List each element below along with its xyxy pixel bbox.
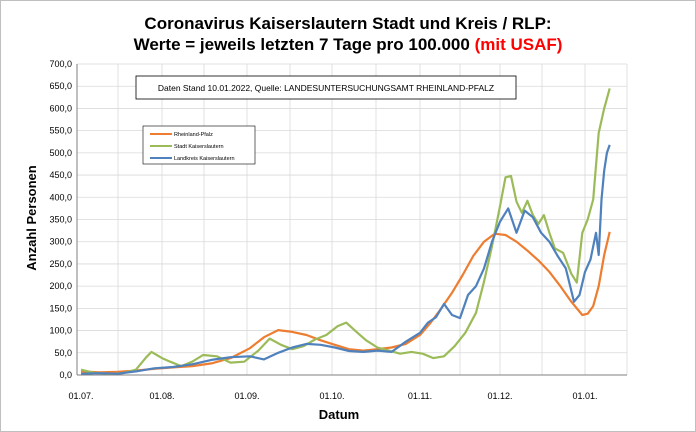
x-tick-label: 01.11. [408, 391, 432, 401]
y-tick-label: 50,0 [54, 348, 72, 358]
y-tick-label: 0,0 [59, 370, 72, 380]
y-tick-label: 150,0 [49, 303, 72, 313]
x-tick-label: 01.01. [572, 391, 597, 401]
y-tick-label: 400,0 [49, 192, 72, 202]
y-tick-labels: 0,0 50,0 100,0 150,0 200,0 250,0 300,0 350,0 400… [49, 59, 72, 380]
y-tick-label: 500,0 [49, 148, 72, 158]
legend: Rheinland-Pfalz Stadt Kaiserslautern Landk… [150, 132, 235, 162]
series-line-3 [80, 144, 611, 375]
annotation-box [135, 75, 517, 100]
x-tick-label: 01.09. [234, 391, 259, 401]
legend-label: Landkreis Kaiserslautern [174, 156, 235, 162]
y-tick-label: 450,0 [49, 170, 72, 180]
y-tick-label: 300,0 [49, 237, 72, 247]
series-line-2 [80, 88, 611, 375]
y-tick-label: 650,0 [49, 81, 72, 91]
y-tick-label: 350,0 [49, 215, 72, 225]
x-tick-label: 01.10. [319, 391, 344, 401]
x-tick-label: 01.08. [149, 391, 174, 401]
chart-title-line2: Werte = jeweils letzten 7 Tage pro 100.0… [0, 35, 696, 55]
x-tick-labels: 01.07. 01.08. 01.09. 01.10. 01.11. 01.12. 01.0… [68, 391, 597, 401]
annotation-text: Daten Stand 10.01.2022, Quelle: LANDESUN… [158, 83, 494, 93]
chart-title-line1: Coronavirus Kaiserslautern Stadt und Kre… [144, 14, 552, 33]
series-lines [80, 88, 611, 375]
legend-label: Stadt Kaiserslautern [174, 144, 224, 150]
chart-title-highlight: (mit USAF) [474, 35, 563, 54]
x-axis-title: Datum [319, 407, 359, 422]
y-tick-label: 550,0 [49, 126, 72, 136]
y-tick-label: 100,0 [49, 326, 72, 336]
series-line-1 [80, 231, 611, 374]
legend-label: Rheinland-Pfalz [174, 132, 213, 138]
y-tick-label: 700,0 [49, 59, 72, 69]
y-axis-title: Anzahl Personen [24, 165, 39, 271]
y-tick-label: 250,0 [49, 259, 72, 269]
x-tick-label: 01.12. [487, 391, 512, 401]
y-tick-label: 200,0 [49, 281, 72, 291]
chart-title-prefix: Werte = jeweils letzten 7 Tage pro 100.0… [133, 35, 475, 54]
x-tick-label: 01.07. [68, 391, 93, 401]
y-tick-label: 600,0 [49, 103, 72, 113]
